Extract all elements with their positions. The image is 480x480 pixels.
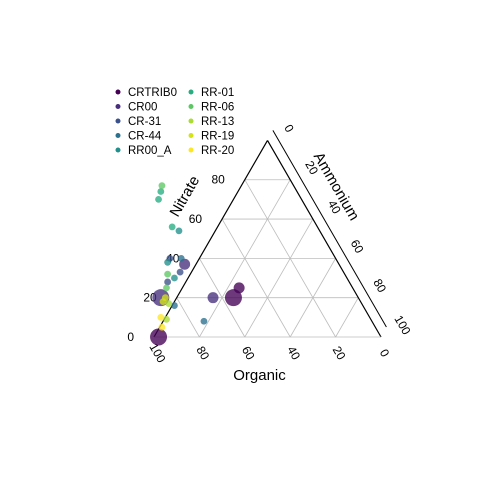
data-point-cr-44 [200, 317, 208, 325]
chart-legend: CRTRIB0 CR00 CR-31 CR-44 RR00_A RR-01 RR-06 RR-… [115, 87, 234, 157]
tick-label-organic: 40 [284, 344, 303, 363]
data-point-rr-06 [163, 284, 170, 292]
legend-marker-crtrib0 [115, 89, 121, 95]
data-point-rr-20 [157, 313, 165, 321]
data-point-rr-01 [155, 195, 162, 203]
data-point-rr-01 [168, 223, 176, 231]
legend-label-rr-13: RR-13 [201, 116, 234, 128]
axis-line-left [153, 140, 269, 338]
data-point-rr-13 [165, 300, 173, 307]
legend-label-rr00-a: RR00_A [128, 145, 172, 157]
grid-line-organic [199, 258, 246, 338]
data-point-rr-19 [161, 294, 169, 302]
data-point-crtrib0 [224, 289, 242, 307]
tick-label-organic: 80 [193, 344, 212, 363]
axis-line-right [266, 140, 382, 338]
tick-label-ammonium: 60 [348, 237, 367, 256]
data-point-crtrib0 [233, 282, 245, 294]
tick-label-ammonium: 80 [370, 276, 389, 295]
legend-label-crtrib0: CRTRIB0 [128, 87, 177, 99]
tick-label-nitrate: 80 [211, 173, 225, 187]
chart-grid [176, 179, 359, 338]
grid-line-ammonium [244, 218, 314, 338]
data-point-rr00-a [175, 227, 183, 235]
data-point-cr-44 [171, 302, 178, 309]
data-point-rr-06 [164, 270, 172, 278]
legend-label-rr-19: RR-19 [201, 131, 234, 143]
tick-label-organic: 60 [239, 344, 258, 363]
legend-marker-cr00 [115, 104, 121, 109]
chart-ticks: 020406080020406080100100806040200 [127, 122, 413, 365]
legend-label-cr-44: CR-44 [128, 131, 162, 143]
legend-marker-rr-06 [188, 104, 194, 109]
legend-marker-rr-01 [188, 89, 194, 95]
data-point-rr-20 [158, 323, 166, 331]
legend-label-rr-06: RR-06 [201, 102, 234, 114]
grid-line-organic [176, 297, 200, 338]
grid-line-ammonium [289, 258, 336, 338]
legend-label-cr-31: CR-31 [128, 116, 161, 128]
data-point-rr-01 [157, 188, 165, 195]
data-point-cr-31 [176, 268, 184, 276]
grid-line-ammonium [335, 297, 359, 338]
axis-line-ammonium-scale [272, 130, 387, 328]
chart-points [150, 182, 245, 346]
tick-label-ammonium: 20 [302, 158, 321, 177]
legend-label-rr-20: RR-20 [201, 145, 234, 157]
axis-label-organic: Organic [233, 367, 286, 384]
data-point-rr00-a [171, 274, 178, 282]
chart-frame [153, 130, 387, 338]
data-point-crtrib0 [150, 328, 168, 346]
data-point-cr-44 [177, 254, 185, 262]
grid-line-organic [221, 218, 291, 338]
tick-label-ammonium: 100 [391, 313, 413, 338]
tick-label-ammonium: 0 [281, 122, 297, 135]
legend-marker-rr00-a [115, 147, 121, 153]
tick-label-ammonium: 40 [325, 198, 344, 217]
tick-label-nitrate: 0 [127, 330, 134, 344]
tick-label-nitrate: 60 [189, 212, 203, 226]
data-point-rr-13 [163, 315, 170, 323]
tick-label-organic: 0 [377, 347, 393, 360]
legend-marker-rr-20 [188, 147, 194, 153]
data-point-rr00-a [164, 258, 172, 266]
legend-marker-rr-19 [188, 133, 194, 138]
data-point-rr-06 [158, 182, 166, 190]
legend-label-cr00: CR00 [128, 102, 157, 114]
data-point-cr-31 [164, 278, 172, 286]
tick-label-organic: 20 [330, 344, 349, 363]
legend-marker-cr-31 [115, 118, 121, 124]
legend-marker-cr-44 [115, 133, 121, 138]
legend-marker-rr-13 [188, 118, 194, 124]
data-point-cr00 [207, 292, 219, 304]
legend-label-rr-01: RR-01 [201, 87, 234, 99]
